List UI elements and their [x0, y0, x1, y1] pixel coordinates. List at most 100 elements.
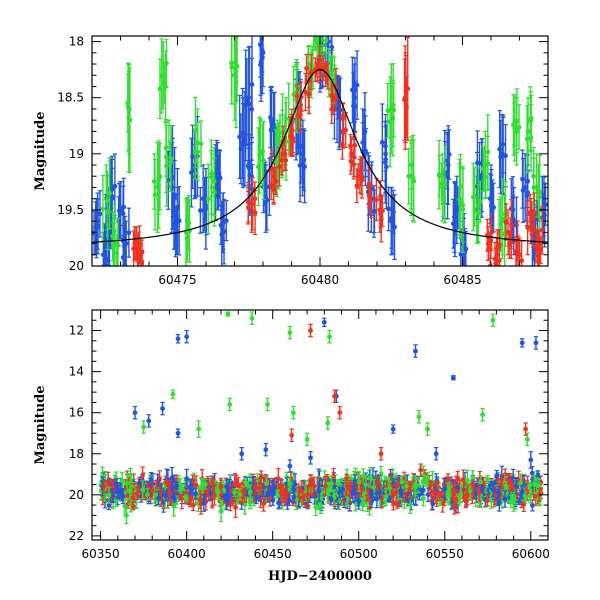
cluster-point: [243, 49, 249, 162]
band-point: [120, 488, 126, 505]
cluster-point: [528, 94, 534, 142]
cluster-point: [535, 229, 541, 266]
band-point: [404, 481, 409, 492]
bottom-ytick-label: 12: [69, 324, 84, 338]
bottom-series0-point-20: [201, 494, 207, 512]
bottom-xtick-label: 60500: [340, 547, 378, 561]
bottom-series1-point-2: [287, 325, 293, 340]
band-point: [431, 483, 437, 501]
band-point: [399, 475, 405, 489]
cluster-point: [343, 112, 349, 149]
cluster-point: [298, 95, 303, 134]
band-point: [119, 472, 125, 490]
bottom-series2-point-10: [278, 483, 284, 502]
band-point: [208, 485, 214, 501]
bottom-series0-point-21: [270, 479, 276, 502]
cluster-point: [329, 94, 335, 124]
cluster-point: [304, 53, 309, 84]
cluster-point: [406, 147, 412, 205]
cluster-point: [453, 181, 458, 236]
cluster-point: [477, 180, 483, 223]
bottom-series1-point-0: [225, 311, 231, 317]
cluster-point: [351, 71, 356, 141]
bottom-ytick-label: 14: [69, 365, 84, 379]
cluster-point: [164, 38, 169, 88]
band-point: [308, 474, 314, 495]
cluster-point: [483, 155, 489, 199]
band-point: [140, 480, 146, 500]
bottom-series0-point-24: [502, 490, 508, 508]
cluster-point: [475, 184, 481, 243]
band-point: [485, 475, 490, 484]
bottom-series0-point-16: [519, 338, 525, 348]
band-point: [169, 466, 175, 489]
band-point: [470, 479, 476, 490]
cluster-point: [312, 36, 317, 49]
bottom-series0-point-14: [433, 446, 439, 461]
band-point: [455, 470, 461, 486]
band-point: [174, 481, 179, 490]
bottom-series1-point-4: [327, 329, 332, 344]
cluster-point: [238, 113, 244, 185]
band-point: [163, 490, 169, 502]
band-point: [183, 494, 189, 503]
bottom-panel: 60350 60400 60450 60500 60550 60600 12 14 16 18 20…: [33, 309, 550, 584]
band-point: [340, 482, 346, 498]
bottom-series1-point-20: [313, 498, 319, 516]
bottom-series0-point-4: [160, 401, 165, 416]
band-point: [300, 489, 306, 506]
bottom-series0-point-0: [175, 334, 181, 344]
band-point: [106, 486, 112, 504]
cluster-point: [198, 120, 204, 168]
band-point: [224, 479, 230, 495]
cluster-point: [516, 104, 522, 151]
cluster-point: [520, 158, 526, 223]
cluster-point: [120, 240, 126, 266]
cluster-point: [300, 132, 305, 197]
band-point: [367, 467, 373, 488]
cluster-point: [255, 127, 261, 207]
cluster-point: [390, 63, 396, 148]
cluster-point: [159, 38, 165, 114]
band-point: [363, 475, 369, 495]
cluster-point: [126, 207, 132, 258]
band-point: [513, 478, 519, 495]
bottom-series0-point-3: [146, 414, 152, 428]
cluster-point: [436, 139, 442, 210]
bottom-series1-point-7: [170, 389, 176, 399]
cluster-point: [282, 137, 288, 171]
bottom-series2-point-9: [218, 477, 224, 496]
band-point: [130, 492, 136, 504]
band-point: [178, 484, 184, 494]
bottom-series1-point-18: [124, 506, 129, 525]
cluster-point: [404, 75, 409, 139]
band-point: [170, 491, 176, 503]
cluster-point: [487, 232, 493, 266]
cluster-point: [211, 146, 217, 216]
band-point: [516, 497, 522, 506]
band-point: [319, 487, 325, 498]
band-point: [291, 489, 297, 504]
bottom-ytick-label: 16: [69, 406, 84, 420]
cluster-point: [269, 149, 275, 188]
cluster-point: [411, 139, 417, 223]
cluster-point: [519, 240, 524, 266]
bottom-series1-point-10: [265, 397, 270, 412]
bottom-series0-point-15: [450, 375, 456, 381]
cluster-point: [197, 187, 203, 234]
band-point: [419, 487, 425, 496]
cluster-point: [126, 64, 132, 173]
bottom-series1-point-15: [425, 422, 430, 436]
band-point: [487, 481, 493, 490]
cluster-point: [152, 158, 158, 231]
bottom-axes-frame: [91, 309, 549, 541]
bottom-xtick-label: 60550: [426, 547, 464, 561]
cluster-point: [354, 50, 360, 120]
band-point: [450, 483, 456, 497]
cluster-point: [494, 229, 500, 266]
bottom-series1-point-14: [416, 410, 422, 424]
band-point: [437, 490, 443, 501]
cluster-point: [156, 144, 162, 215]
top-ytick-label: 18: [69, 35, 84, 49]
top-ytick-label: 19.5: [57, 203, 84, 217]
